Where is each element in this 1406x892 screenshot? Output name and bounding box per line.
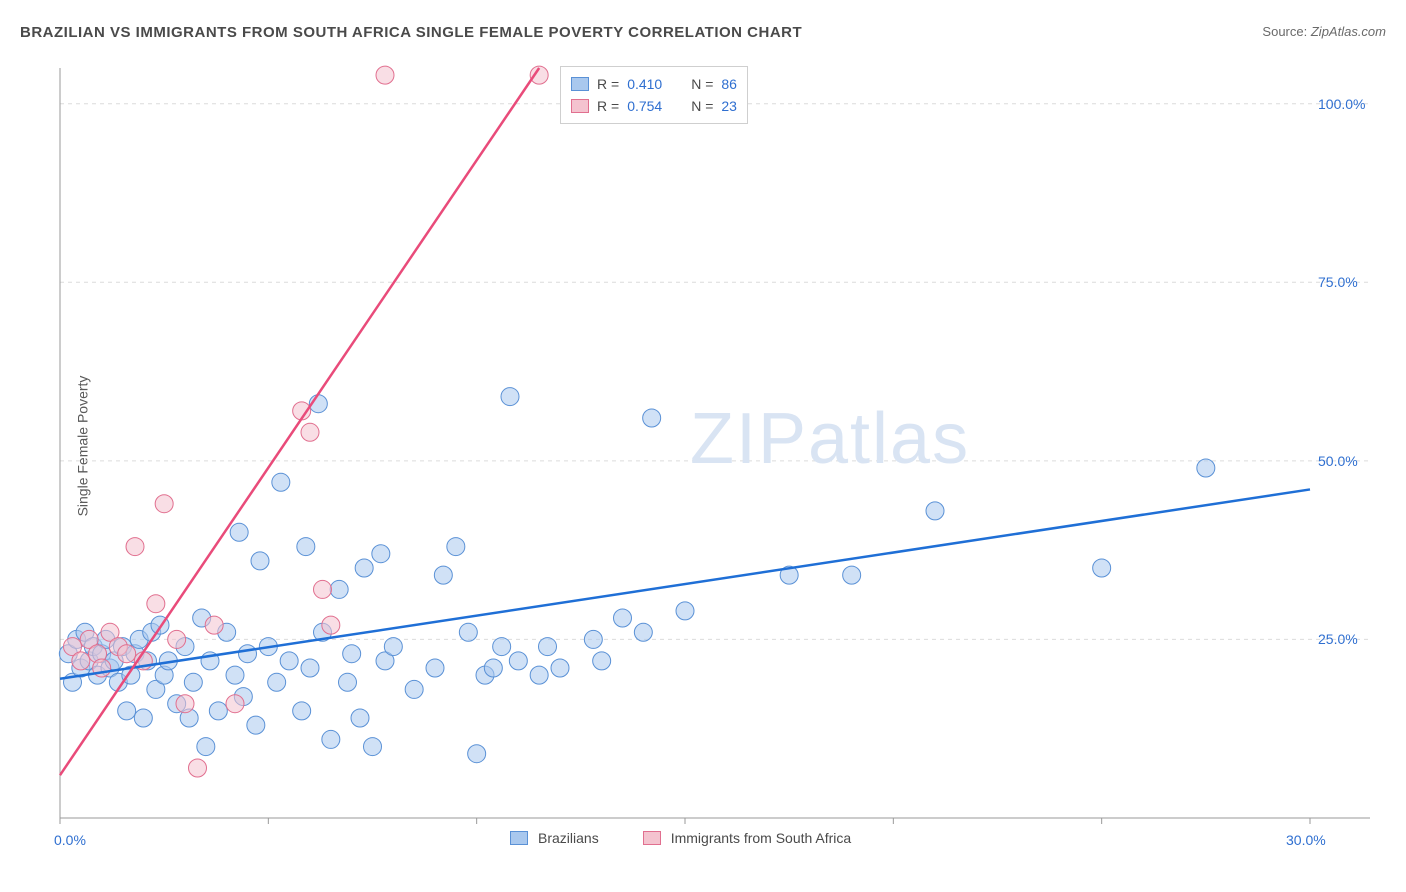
legend-series-label: Brazilians (538, 830, 599, 846)
y-tick-label: 25.0% (1318, 631, 1358, 647)
y-tick-label: 100.0% (1318, 96, 1365, 112)
legend-series: Brazilians Immigrants from South Africa (510, 830, 851, 846)
y-tick-label: 75.0% (1318, 274, 1358, 290)
n-value: 23 (721, 98, 737, 114)
source-label: Source: (1262, 24, 1307, 39)
scatter-plot (50, 58, 1370, 850)
r-label: R = (597, 98, 619, 114)
legend-swatch (643, 831, 661, 845)
legend-swatch (571, 77, 589, 91)
n-label: N = (691, 98, 713, 114)
source-credit: Source: ZipAtlas.com (1262, 24, 1386, 39)
legend-correlation-row: R = 0.410 N = 86 (571, 73, 737, 95)
x-tick-label: 30.0% (1286, 832, 1326, 848)
n-label: N = (691, 76, 713, 92)
chart-title: BRAZILIAN VS IMMIGRANTS FROM SOUTH AFRIC… (20, 24, 802, 41)
legend-correlation-row: R = 0.754 N = 23 (571, 95, 737, 117)
legend-swatch (510, 831, 528, 845)
r-label: R = (597, 76, 619, 92)
source-value: ZipAtlas.com (1311, 24, 1386, 39)
y-tick-label: 50.0% (1318, 453, 1358, 469)
chart-area: ZIPatlas R =0.410N =86R =0.754N =23 Braz… (50, 58, 1370, 850)
legend-swatch (571, 99, 589, 113)
legend-series-label: Immigrants from South Africa (671, 830, 852, 846)
r-value: 0.754 (627, 98, 673, 114)
r-value: 0.410 (627, 76, 673, 92)
legend-correlation: R = 0.410 N = 86 R = 0.754 N = 23 (560, 66, 748, 124)
x-tick-label: 0.0% (54, 832, 86, 848)
n-value: 86 (721, 76, 737, 92)
chart-container: BRAZILIAN VS IMMIGRANTS FROM SOUTH AFRIC… (0, 0, 1406, 892)
